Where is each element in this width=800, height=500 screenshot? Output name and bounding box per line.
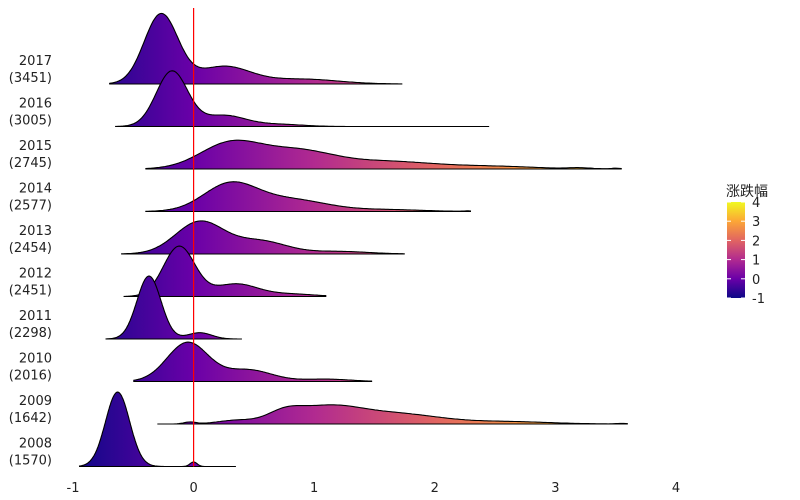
legend-ticks: 4 3 2 1 0 -1 (727, 196, 765, 307)
x-tick-3: 3 (551, 481, 559, 496)
legend-tick-label--1: -1 (752, 292, 765, 307)
y-label-count-2008: (1570) (9, 454, 52, 469)
color-legend: 涨跌幅 4 3 2 1 0 -1 (726, 184, 768, 307)
ridge-fill-2017 (109, 13, 403, 84)
legend-tick-label-3: 3 (752, 215, 760, 230)
ridge-fill-2009 (157, 404, 628, 424)
y-label-year-2011: 2011 (19, 309, 52, 324)
ridge-outline-2009 (157, 404, 628, 425)
y-label-year-2015: 2015 (19, 139, 52, 154)
ridge-fill-2014 (145, 181, 471, 212)
x-tick-4: 4 (672, 481, 680, 496)
y-label-count-2009: (1642) (9, 411, 52, 426)
ridge-outline-2010 (133, 341, 373, 382)
x-tick-2: 2 (431, 481, 439, 496)
y-label-year-2016: 2016 (19, 97, 52, 112)
y-label-count-2013: (2454) (9, 241, 52, 256)
ridge-outline-2014 (145, 181, 472, 212)
y-label-count-2017: (3451) (9, 71, 52, 86)
ridge-outline-2011 (105, 275, 242, 340)
ridge-fill-2016 (115, 70, 490, 127)
y-label-count-2016: (3005) (9, 114, 52, 129)
y-label-count-2010: (2016) (9, 369, 52, 384)
ridge-outline-2012 (123, 245, 327, 297)
legend-tick-label-1: 1 (752, 254, 760, 269)
y-label-year-2010: 2010 (19, 352, 52, 367)
y-label-count-2015: (2745) (9, 156, 52, 171)
x-tick--1: -1 (67, 481, 80, 496)
ridge-fill-2015 (145, 140, 622, 169)
x-tick-1: 1 (310, 481, 318, 496)
legend-tick-label-2: 2 (752, 234, 760, 249)
y-label-count-2014: (2577) (9, 199, 52, 214)
ridge-fill-2013 (121, 220, 405, 254)
legend-colorbar (727, 202, 745, 298)
legend-tick-label-4: 4 (752, 196, 760, 211)
legend-title: 涨跌幅 (726, 184, 768, 200)
ridge-fill-2008 (79, 392, 236, 467)
y-label-year-2012: 2012 (19, 267, 52, 282)
y-label-year-2009: 2009 (19, 394, 52, 409)
ridge-fill-2012 (123, 246, 327, 297)
ridge-outline-2017 (109, 12, 403, 85)
ridge-outline-2015 (145, 139, 622, 170)
y-label-count-2012: (2451) (9, 284, 52, 299)
ridges-layer (78, 12, 628, 468)
x-tick-0: 0 (189, 481, 197, 496)
ridge-fill-2010 (133, 342, 373, 382)
ridge-fill-2011 (105, 276, 242, 339)
y-label-year-2008: 2008 (19, 437, 52, 452)
y-axis-labels: 2017 (3451) 2016 (3005) 2015 (2745) 2014 (2577)… (9, 54, 52, 469)
y-label-count-2011: (2298) (9, 326, 52, 341)
x-axis-ticks: -1 0 1 2 3 4 (67, 481, 681, 496)
y-label-year-2013: 2013 (19, 224, 52, 239)
legend-tick-label-0: 0 (752, 273, 760, 288)
ridge-outline-2013 (121, 220, 405, 255)
y-label-year-2017: 2017 (19, 54, 52, 69)
y-label-year-2014: 2014 (19, 182, 52, 197)
